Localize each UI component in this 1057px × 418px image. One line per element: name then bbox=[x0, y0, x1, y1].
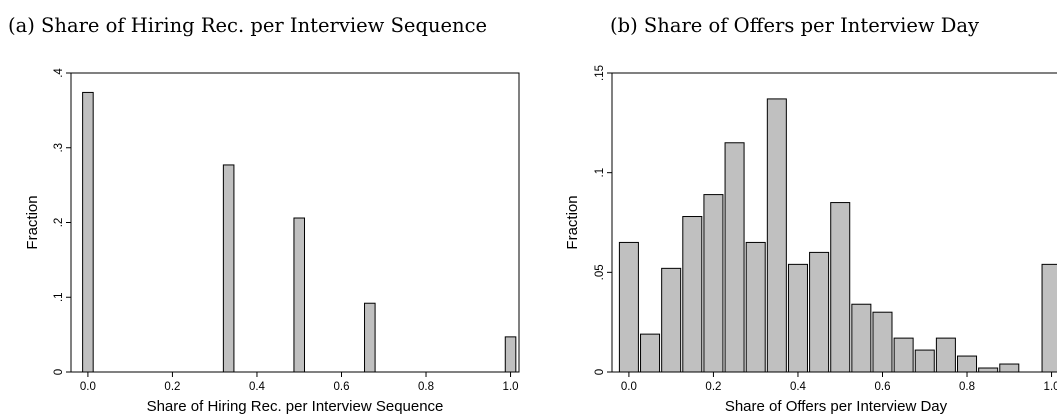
y-axis-label: Fraction bbox=[24, 195, 41, 249]
plot-frame bbox=[611, 72, 1057, 373]
x-tick-label: 0.0 bbox=[621, 381, 637, 393]
bar bbox=[809, 251, 830, 373]
y-tick-label: .4 bbox=[53, 68, 65, 78]
bar bbox=[364, 302, 376, 373]
bar bbox=[618, 241, 639, 373]
x-tick-label: 0.8 bbox=[418, 381, 434, 393]
bar bbox=[957, 355, 978, 373]
bar bbox=[640, 333, 661, 373]
bar bbox=[830, 202, 851, 373]
bar bbox=[914, 349, 935, 373]
panel-b-title: (b) Share of Offers per Interview Day bbox=[610, 14, 980, 37]
bar bbox=[978, 367, 999, 373]
x-axis-label: Share of Hiring Rec. per Interview Seque… bbox=[147, 398, 444, 415]
bar bbox=[745, 241, 766, 373]
y-tick-label: .2 bbox=[53, 218, 65, 228]
chart-a: 0.0 0.2 0.4 0.6 0.8 1.0 0 .1 .2 .3 .4 Share of Hiri… bbox=[24, 68, 520, 415]
y-tick-label: .15 bbox=[594, 65, 606, 81]
x-tick-label: 0.4 bbox=[790, 381, 807, 393]
bar bbox=[682, 216, 703, 373]
x-axis-label: Share of Offers per Interview Day bbox=[725, 398, 948, 415]
bar bbox=[1041, 263, 1057, 373]
x-tick-label: 0.4 bbox=[249, 381, 266, 393]
x-tick-label: 0.8 bbox=[959, 381, 975, 393]
panel-a-title: (a) Share of Hiring Rec. per Interview S… bbox=[8, 14, 488, 37]
bar bbox=[872, 311, 893, 373]
bar bbox=[893, 337, 914, 373]
bar bbox=[851, 303, 872, 373]
y-tick-label: .05 bbox=[594, 264, 606, 280]
y-tick-label: .1 bbox=[594, 168, 606, 178]
y-tick-label: .1 bbox=[53, 292, 65, 302]
bar bbox=[766, 98, 787, 373]
bar bbox=[222, 164, 235, 373]
y-tick-label: .3 bbox=[53, 143, 65, 153]
bar bbox=[787, 263, 808, 373]
x-tick-label: 0.6 bbox=[874, 381, 890, 393]
x-tick-label: 1.0 bbox=[1044, 381, 1057, 393]
chart-b: 0.0 0.2 0.4 0.6 0.8 1.0 0 .05 .1 .15 Share of Offe… bbox=[564, 65, 1057, 415]
x-tick-label: 0.2 bbox=[705, 381, 721, 393]
x-tick-label: 0.2 bbox=[164, 381, 180, 393]
x-tick-label: 0.0 bbox=[80, 381, 96, 393]
bar bbox=[504, 336, 517, 373]
bar bbox=[724, 142, 745, 373]
bar bbox=[293, 217, 306, 373]
y-axis-label: Fraction bbox=[564, 195, 581, 249]
x-tick-label: 0.6 bbox=[333, 381, 349, 393]
x-tick-label: 1.0 bbox=[503, 381, 519, 393]
bar bbox=[82, 91, 94, 373]
y-tick-label: 0 bbox=[594, 369, 606, 375]
bar bbox=[999, 363, 1020, 373]
y-tick-label: 0 bbox=[53, 369, 65, 375]
bar bbox=[661, 267, 682, 373]
bar bbox=[935, 337, 956, 373]
bar bbox=[703, 194, 724, 373]
